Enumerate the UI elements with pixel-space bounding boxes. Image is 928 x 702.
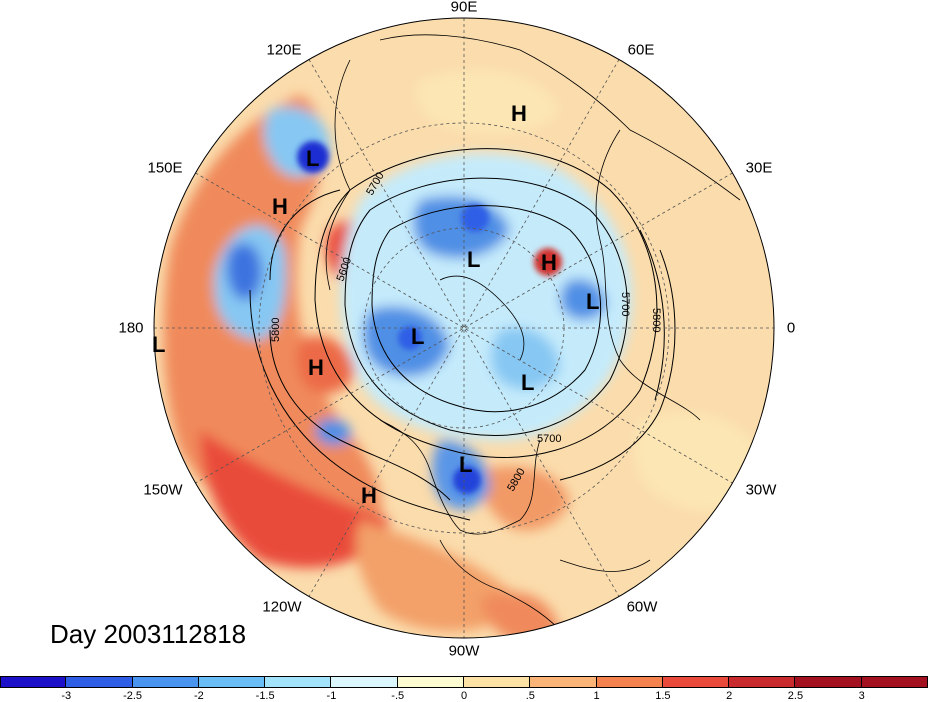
high-center: H: [361, 483, 377, 508]
lon-label-30e: 30E: [745, 159, 773, 177]
colorbar-tick-label: -.5: [391, 690, 405, 702]
map-boundary: [153, 17, 775, 639]
colorbar-swatch: [861, 676, 928, 688]
colorbar-tick-label: .5: [525, 690, 535, 702]
low-center: L: [411, 324, 424, 349]
lon-label-120e: 120E: [266, 41, 302, 59]
contour-label-5800: 5800: [650, 308, 662, 332]
colorbar-swatch: [662, 676, 730, 688]
colorbar-tick-label: -1: [326, 690, 337, 702]
colorbar-tick-label: 2.5: [787, 690, 804, 702]
anomaly-field: [154, 18, 774, 638]
lon-label-180: 180: [118, 319, 144, 337]
high-center: H: [308, 355, 324, 380]
colorbar-swatch: [66, 676, 133, 688]
contour-label-5700: 5700: [537, 433, 561, 445]
contour-label-5800: 5800: [270, 318, 282, 342]
lon-label-150w: 150W: [143, 481, 183, 499]
colorbar-tick-label: -2.5: [123, 690, 143, 702]
colorbar-swatch: [464, 676, 531, 688]
high-center: H: [541, 250, 557, 275]
polar-stereographic-map: 5600 5700 5700 5700 5800 5800 5800 H L H…: [152, 17, 775, 639]
map-title: Day 2003112818: [50, 619, 247, 649]
lon-label-90w: 90W: [448, 642, 480, 660]
colorbar-swatch: [331, 676, 398, 688]
height-contours: [249, 148, 676, 521]
colorbar-swatch: [0, 676, 67, 688]
lon-label-150e: 150E: [147, 159, 183, 177]
graticule: [154, 18, 774, 638]
low-center: L: [306, 146, 319, 171]
colorbar-tick-label: 1.5: [655, 690, 671, 702]
colorbar-swatch: [397, 676, 464, 688]
colorbar-swatch: [729, 676, 796, 688]
colorbar-tick-label: 1: [593, 690, 600, 702]
colorbar-tick-label: -3: [61, 690, 72, 702]
high-center: H: [511, 101, 527, 126]
colorbar-tick-label: 0: [460, 690, 468, 702]
colorbar-tick-label: 2: [726, 690, 733, 702]
colorbar-swatch: [530, 676, 597, 688]
pressure-centers: H L H L H L L H L L H L: [152, 101, 599, 508]
lon-label-60w: 60W: [626, 598, 658, 616]
colorbar-tick-label: -2: [193, 690, 204, 702]
lon-label-90e: 90E: [450, 0, 478, 16]
high-center: H: [272, 194, 288, 219]
low-center: L: [586, 289, 599, 314]
low-center: L: [459, 452, 472, 477]
colorbar-swatch: [795, 676, 862, 688]
colorbar-swatch: [596, 676, 663, 688]
lon-label-30w: 30W: [745, 481, 777, 499]
colorbar-tick-label: -1.5: [255, 690, 275, 702]
low-center: L: [467, 247, 480, 272]
lon-label-0: 0: [786, 319, 796, 337]
low-center: L: [521, 370, 534, 395]
lon-label-120w: 120W: [262, 598, 302, 616]
contour-label-5700: 5700: [619, 292, 631, 316]
colorbar-swatch: [265, 676, 332, 688]
colorbar-swatch: [198, 676, 266, 688]
colorbar-swatch: [132, 676, 199, 688]
lon-label-60e: 60E: [627, 41, 655, 59]
colorbar: -3 -2.5 -2 -1.5 -1 -.5 0 .5 1 1.5 2 2.5 3: [0, 676, 928, 702]
low-center: L: [152, 332, 165, 357]
colorbar-tick-label: 3: [858, 690, 865, 702]
